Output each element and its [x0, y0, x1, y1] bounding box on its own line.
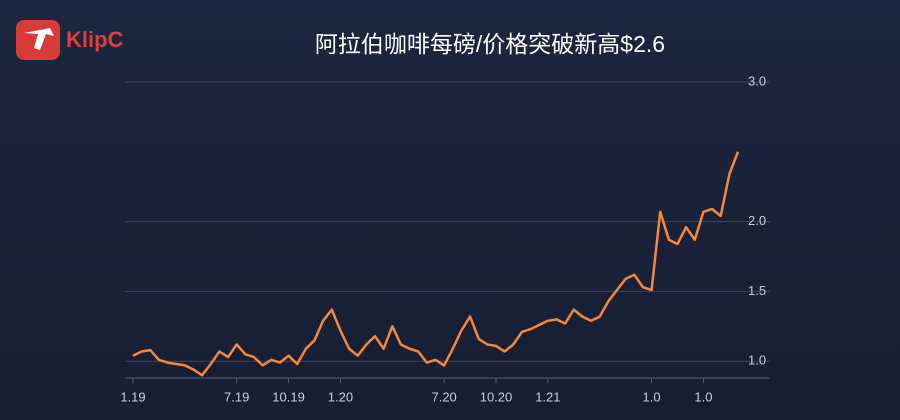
logo: KlipC	[16, 20, 124, 60]
x-tick-label: 1.20	[328, 389, 353, 404]
price-line	[132, 151, 740, 377]
x-tick-label: 7.19	[224, 389, 249, 404]
chart-title: 阿拉伯咖啡每磅/价格突破新高$2.6	[315, 31, 665, 57]
logo-shape	[24, 28, 54, 50]
y-tick-label: 1.0	[748, 353, 766, 368]
x-tick-label: 1.21	[535, 389, 560, 404]
x-tick-label: 1.0	[643, 389, 661, 404]
x-tick-label: 1.19	[120, 389, 145, 404]
y-tick-label: 2.0	[748, 213, 766, 228]
y-tick-label: 3.0	[748, 73, 766, 88]
x-tick-label: 10.20	[480, 389, 513, 404]
y-tick-label: 1.5	[748, 283, 766, 298]
logo-text: KlipC	[66, 27, 124, 52]
x-tick-label: 10.19	[272, 389, 305, 404]
x-tick-label: 7.20	[431, 389, 456, 404]
x-tick-label: 1.0	[694, 389, 712, 404]
